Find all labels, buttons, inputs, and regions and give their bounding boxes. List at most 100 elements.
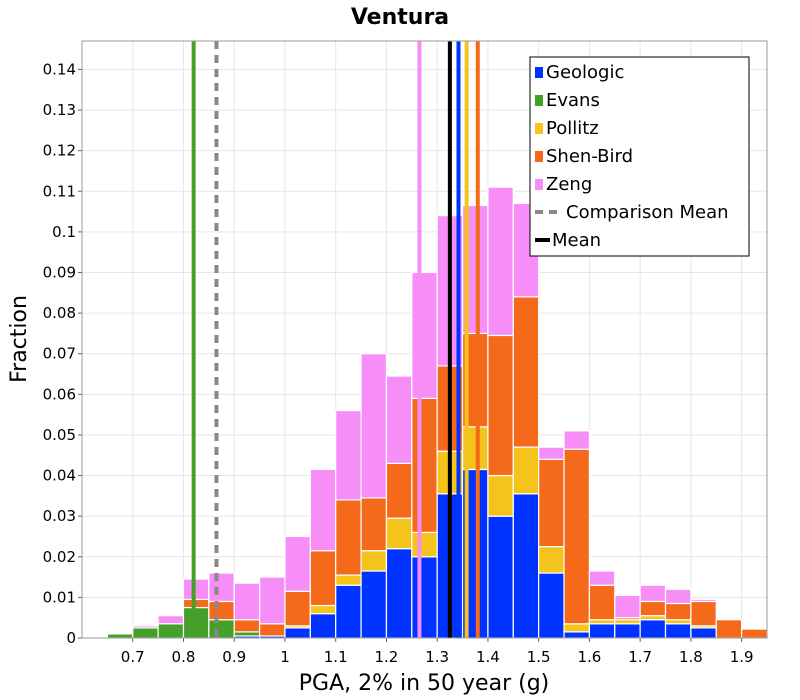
x-tick-label: 1.2 [375,648,399,666]
bar-shen-bird [411,397,438,534]
bar-pollitz [563,623,591,633]
x-tick-label: 1.3 [425,648,449,666]
y-tick-label: 0.02 [43,548,76,566]
bar-zeng [284,535,311,592]
bar-geologic [284,627,311,639]
bar-shen-bird [664,602,692,621]
bar-shen-bird [233,619,261,633]
y-tick-label: 0.09 [43,263,76,281]
bar-pollitz [512,446,540,495]
bar-pollitz [335,574,362,586]
bar-zeng [588,570,616,586]
bar-zeng [335,409,362,501]
x-tick-label: 1.8 [679,648,703,666]
bar-shen-bird [563,448,591,625]
plot-frame [81,40,768,639]
bar-shen-bird [208,600,235,621]
y-axis-label: Fraction [7,295,32,383]
x-tick-label: 1 [280,648,290,666]
x-axis-label: PGA, 2% in 50 year (g) [299,671,550,696]
bar-zeng [309,468,337,552]
legend-swatch-geologic [535,67,543,78]
bar-geologic [563,631,591,639]
legend-label-evans: Evans [546,90,600,111]
bars [81,186,768,639]
y-tick-label: 0.08 [43,304,76,322]
bar-evans [132,627,159,639]
bar-zeng [208,572,235,603]
bar-shen-bird [588,584,616,621]
bar-geologic [385,548,413,639]
bar-evans [157,623,185,639]
bar-geologic [411,556,438,639]
bar-geologic [309,613,337,639]
bar-pollitz [664,619,692,625]
bar-zeng [233,582,261,621]
legend-label-geologic: Geologic [546,62,624,83]
bar-geologic [360,570,388,639]
bar-pollitz [309,604,337,615]
bar-shen-bird [487,334,514,477]
bar-zeng [258,576,286,625]
bar-shen-bird [335,499,362,576]
bar-shen-bird [258,623,286,637]
y-tick-label: 0.1 [52,223,76,241]
bar-geologic [512,493,540,639]
bar-zeng [157,615,185,625]
y-tick-label: 0.01 [43,588,76,606]
bar-zeng [385,375,413,464]
bar-shen-bird [309,550,337,607]
y-tick-label: 0 [66,629,76,647]
legend-label-pollitz: Pollitz [546,118,599,139]
bar-zeng [664,588,692,605]
bar-geologic [335,584,362,639]
bar-shen-bird [182,598,210,609]
y-tick-label: 0.06 [43,385,76,403]
legend: Geologic Evans Pollitz Shen-Bird Zeng Compari… [529,56,750,257]
x-tick-label: 0.8 [172,648,196,666]
y-tick-label: 0.04 [43,467,76,485]
y-tick-label: 0.13 [43,101,76,119]
legend-swatch-zeng [535,179,543,190]
bar-geologic [614,623,641,639]
bar-geologic [639,619,667,639]
bar-shen-bird [715,619,743,639]
bar-zeng [639,584,667,603]
bar-geologic [690,627,717,639]
x-tick-label: 1.5 [527,648,551,666]
bar-zeng [690,598,717,603]
bar-shen-bird [385,462,413,519]
bar-geologic [664,623,692,639]
legend-box [529,56,750,257]
bar-shen-bird [690,600,717,627]
bar-zeng [487,186,514,337]
bar-evans [106,633,134,639]
x-axis: 0.7 0.8 0.9 1 1.1 1.2 1.3 1.4 1.5 1.6 1.7 1.8 1.9 [121,638,754,666]
bar-shen-bird [284,590,311,627]
bar-zeng [360,353,388,499]
x-tick-label: 0.7 [121,648,145,666]
y-tick-label: 0.03 [43,507,76,525]
bar-zeng [182,578,210,601]
y-axis: 0 0.01 0.02 0.03 0.04 0.05 0.06 0.07 0.08 0.09 0.1… [43,60,82,647]
bar-pollitz [360,550,388,572]
y-tick-label: 0.05 [43,426,76,444]
bar-evans [233,631,261,637]
bar-zeng [132,625,159,629]
bar-zeng [563,430,591,450]
legend-label-comparison-mean: Comparison Mean [566,202,729,223]
vertical-lines [191,41,480,638]
x-tick-label: 1.1 [324,648,348,666]
bar-pollitz [614,619,641,625]
bar-zeng [538,446,565,460]
bar-pollitz [411,531,438,558]
bar-shen-bird [538,458,565,548]
bar-pollitz [487,474,514,517]
x-tick-label: 1.4 [476,648,500,666]
bar-geologic [487,515,514,639]
bar-pollitz [385,517,413,550]
legend-label-zeng: Zeng [546,174,592,195]
bar-shen-bird [512,296,540,448]
bar-pollitz [588,619,616,625]
